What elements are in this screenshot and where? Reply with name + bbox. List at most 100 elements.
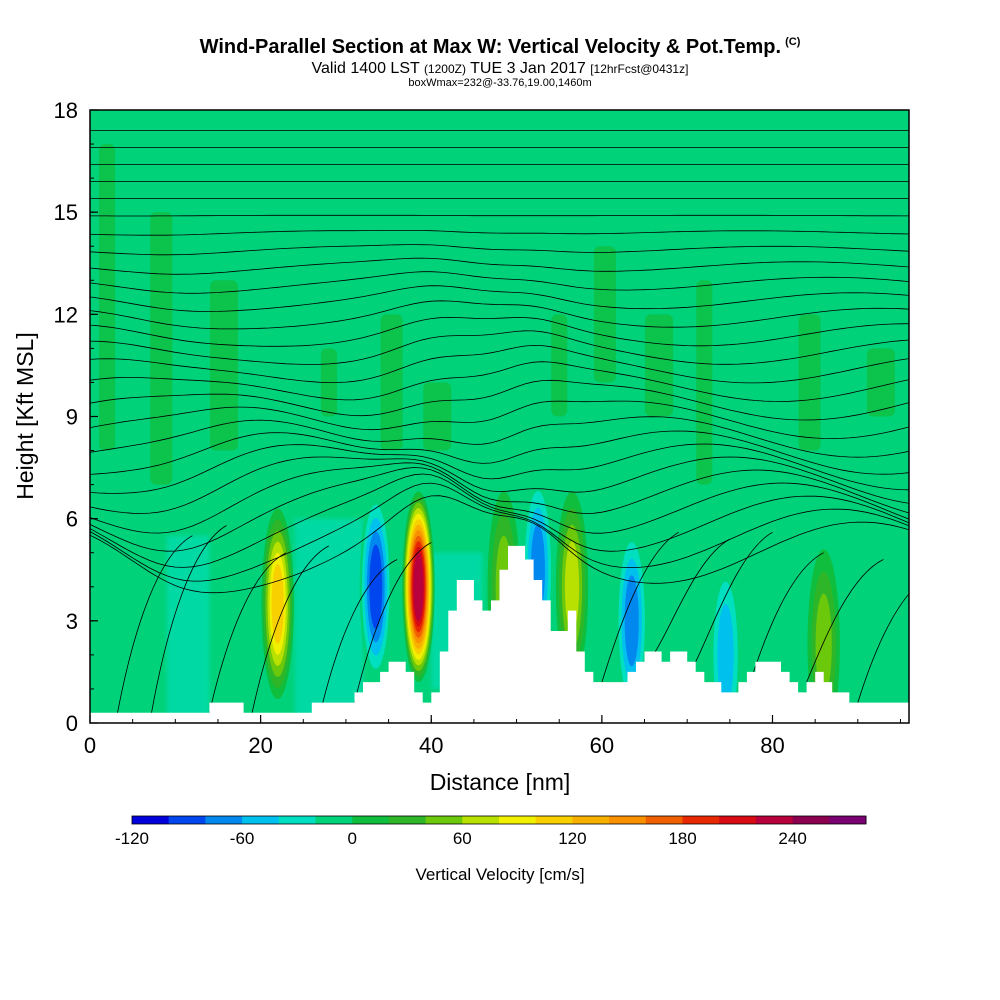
theta-contour-mixed — [354, 542, 432, 703]
velocity-core — [413, 552, 424, 622]
colorbar-swatch — [682, 816, 720, 824]
colorbar-swatch — [719, 816, 757, 824]
velocity-core — [815, 593, 832, 696]
updraft-streak — [866, 348, 895, 417]
colorbar-swatch — [388, 816, 427, 824]
theta-contour — [90, 430, 909, 475]
colorbar-tick-label: -120 — [115, 829, 149, 848]
theta-contour — [90, 456, 909, 514]
theta-contour — [90, 271, 909, 294]
colorbar-swatch — [315, 816, 353, 824]
y-tick-label: 9 — [66, 405, 78, 430]
updraft-streak — [99, 144, 116, 451]
valid-date: TUE 3 Jan 2017 — [470, 60, 586, 77]
theta-contour-mixed — [319, 559, 398, 713]
updraft-streak — [696, 280, 713, 485]
updraft-streak — [551, 314, 568, 417]
colorbar-swatch — [499, 816, 537, 824]
axes: 0 20 40 60 80 0 3 6 9 12 15 18 — [54, 98, 901, 758]
colorbar-swatch — [645, 816, 683, 824]
theta-contours — [90, 130, 909, 723]
updraft-streak — [593, 246, 616, 383]
terrain — [90, 545, 909, 723]
colorbar-swatch — [535, 816, 573, 824]
theta-contour-mixed — [251, 545, 330, 713]
theta-contour-mixed — [209, 552, 287, 713]
y-tick-label: 12 — [54, 302, 78, 327]
chart-subtitle: Valid 1400 LST (1200Z) TUE 3 Jan 2017 [1… — [0, 60, 1000, 78]
x-tick-label: 40 — [419, 733, 443, 758]
theta-contour — [90, 467, 909, 552]
x-tick-label: 0 — [84, 733, 96, 758]
theta-contour-mixed — [601, 531, 679, 683]
downdraft-band — [294, 518, 363, 723]
theta-contour — [90, 443, 909, 494]
colorbar-tick-label: -60 — [230, 829, 255, 848]
theta-contour — [90, 416, 909, 458]
theta-contour-mixed — [695, 531, 773, 662]
velocity-core — [624, 575, 639, 667]
colorbar-swatch — [168, 816, 206, 824]
theta-contour-mixed — [857, 593, 909, 703]
colorbar-swatch — [572, 816, 610, 824]
theta-contour — [90, 230, 909, 236]
theta-contour-mixed — [652, 538, 730, 656]
updraft-streak — [423, 382, 452, 451]
updraft-streak — [798, 314, 821, 451]
y-tick-label: 15 — [54, 200, 78, 225]
colorbar-swatch — [425, 816, 463, 824]
x-tick-label: 20 — [248, 733, 272, 758]
theta-contour — [90, 495, 909, 594]
y-tick-label: 3 — [66, 609, 78, 634]
theta-contour — [90, 379, 909, 421]
theta-contour — [90, 344, 909, 384]
updraft-streak — [150, 212, 173, 485]
colorbar-swatch — [829, 816, 867, 824]
theta-contour — [90, 214, 909, 217]
theta-contour — [90, 473, 909, 568]
colorbar: -120 -60 0 60 120 180 240 — [115, 815, 867, 848]
colorbar-tick-label: 180 — [668, 829, 696, 848]
box-info: boxWmax=232@-33.76,19.00,1460m — [408, 77, 592, 89]
colorbar-swatch — [242, 816, 280, 824]
colorbar-tick-label: 0 — [347, 829, 356, 848]
chart-title: Wind-Parallel Section at Max W: Vertical… — [0, 36, 1000, 59]
colorbar-tick-label: 240 — [778, 829, 806, 848]
theta-contour — [90, 300, 909, 330]
y-axis-label: Height [Kft MSL] — [12, 332, 38, 499]
theta-contour-mixed — [806, 559, 884, 683]
forecast-info: [12hrFcst@0431z] — [590, 62, 689, 76]
velocity-core — [369, 544, 383, 630]
downdraft-band — [166, 535, 210, 723]
colorbar-swatch — [132, 816, 170, 824]
colorbar-swatch — [755, 816, 794, 824]
colorbar-swatch — [462, 816, 500, 824]
updraft-streak — [209, 280, 238, 451]
theta-contour — [90, 400, 909, 440]
colorbar-label: Vertical Velocity [cm/s] — [415, 865, 584, 884]
copyright-mark: (C) — [785, 36, 801, 48]
colorbar-tick-label: 60 — [453, 829, 472, 848]
x-axis-label: Distance [nm] — [430, 769, 571, 795]
chart-title-text: Wind-Parallel Section at Max W: Vertical… — [199, 36, 782, 58]
terrain-profile — [90, 545, 909, 723]
theta-contour — [90, 285, 909, 312]
velocity-core — [717, 603, 734, 706]
theta-contour-mixed — [115, 535, 193, 723]
theta-contour — [90, 316, 909, 347]
theta-contour — [90, 257, 909, 275]
colorbar-swatch — [205, 816, 243, 824]
theta-contour — [90, 361, 909, 402]
theta-contour — [90, 462, 909, 534]
colorbar-frame — [131, 815, 867, 825]
theta-contour — [90, 330, 909, 365]
valid-utc: (1200Z) — [423, 62, 466, 76]
y-tick-label: 6 — [66, 507, 78, 532]
updraft-streak — [380, 314, 403, 451]
colorbar-swatch — [278, 816, 316, 824]
y-tick-label: 0 — [66, 711, 78, 736]
y-tick-label: 18 — [54, 98, 78, 123]
x-tick-label: 60 — [590, 733, 614, 758]
theta-contour-mixed — [149, 525, 227, 723]
